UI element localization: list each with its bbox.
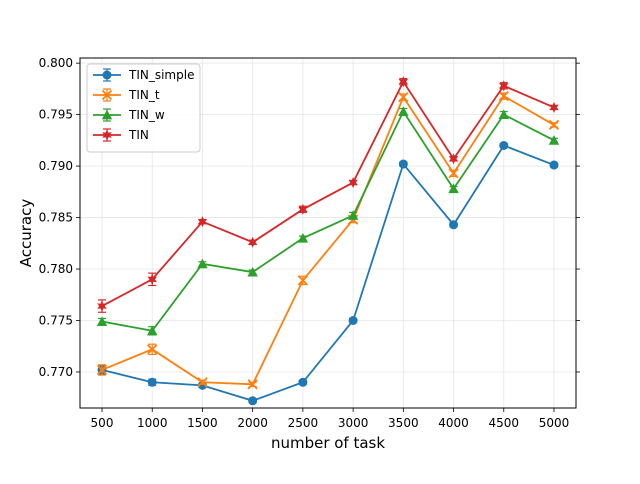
x-tick-label: 2500 xyxy=(288,416,319,430)
data-point xyxy=(448,153,459,165)
data-point xyxy=(147,325,158,336)
data-point xyxy=(398,91,409,103)
x-tick-label: 1000 xyxy=(137,416,168,430)
y-tick-label: 0.785 xyxy=(39,211,73,225)
data-point xyxy=(398,159,408,169)
data-point xyxy=(348,177,358,189)
data-point xyxy=(549,101,559,113)
data-point xyxy=(498,109,509,120)
y-tick-label: 0.780 xyxy=(39,262,73,276)
data-point xyxy=(298,203,308,215)
grid-layer xyxy=(80,58,576,408)
data-point xyxy=(248,396,258,406)
data-point xyxy=(348,316,358,325)
series-line xyxy=(101,109,555,332)
data-point xyxy=(449,220,459,230)
data-point xyxy=(398,106,409,116)
legend-item: TIN_t xyxy=(93,88,160,102)
data-point xyxy=(147,377,157,387)
data-point xyxy=(247,236,258,248)
series-tin-simple xyxy=(97,141,559,406)
data-point xyxy=(297,275,309,286)
data-point xyxy=(147,273,157,285)
data-point xyxy=(548,119,560,131)
legend-item: TIN_simple xyxy=(93,68,194,82)
x-tick-label: 3500 xyxy=(388,416,419,430)
series-tin xyxy=(97,76,559,313)
data-point xyxy=(96,364,108,376)
legend-marker xyxy=(102,70,112,80)
legend: TIN_simple TIN_t TIN_w TIN xyxy=(86,63,201,153)
x-tick-label: 500 xyxy=(91,416,114,430)
legend-item: TIN xyxy=(93,128,149,142)
legend-marker xyxy=(102,129,112,141)
data-point xyxy=(347,210,359,220)
plot-frame xyxy=(79,57,577,409)
y-tick-label: 0.795 xyxy=(39,108,73,122)
data-point xyxy=(96,316,108,326)
data-point xyxy=(298,377,308,387)
series-layer xyxy=(96,76,560,406)
data-point xyxy=(197,258,208,269)
data-point xyxy=(549,160,559,170)
x-tick-label: 2000 xyxy=(237,416,268,430)
legend-label: TIN_w xyxy=(128,108,165,122)
data-point xyxy=(197,216,208,228)
data-point xyxy=(297,232,309,243)
series-tin-t xyxy=(96,90,560,390)
x-tick-label: 3000 xyxy=(338,416,369,430)
data-point xyxy=(448,183,459,194)
x-axis-label: number of task xyxy=(271,434,385,452)
y-tick-label: 0.775 xyxy=(39,314,73,328)
legend-label: TIN_t xyxy=(128,88,160,102)
x-tick-label: 4000 xyxy=(438,416,469,430)
data-point xyxy=(498,90,509,102)
y-tick-label: 0.790 xyxy=(39,159,73,173)
series-line xyxy=(101,144,555,402)
x-tick-label: 4500 xyxy=(489,416,520,430)
legend-label: TIN xyxy=(128,128,149,142)
legend-item: TIN_w xyxy=(93,108,165,122)
data-point xyxy=(247,266,258,277)
data-point xyxy=(499,80,509,92)
x-tick-label: 1500 xyxy=(187,416,218,430)
data-point xyxy=(147,344,158,355)
data-point xyxy=(448,168,459,179)
x-tick-label: 5000 xyxy=(539,416,570,430)
data-point xyxy=(197,377,208,388)
y-tick-label: 0.800 xyxy=(39,56,73,70)
legend-marker xyxy=(101,109,113,120)
data-point xyxy=(398,76,409,88)
data-point xyxy=(548,135,560,145)
series-line xyxy=(101,79,555,307)
series-line xyxy=(101,94,555,386)
tick-layer: 500 1000 1500 2000 2500 3000 3500 4000 4500 5000 0… xyxy=(39,56,580,430)
y-tick-label: 0.770 xyxy=(39,365,73,379)
legend-label: TIN_simple xyxy=(128,68,194,82)
data-point xyxy=(247,379,258,390)
data-point xyxy=(97,300,107,312)
y-axis-label: Accuracy xyxy=(17,199,35,268)
legend-frame xyxy=(86,63,201,153)
data-point xyxy=(499,141,509,150)
series-tin-w xyxy=(96,106,560,336)
legend-marker xyxy=(101,89,113,101)
